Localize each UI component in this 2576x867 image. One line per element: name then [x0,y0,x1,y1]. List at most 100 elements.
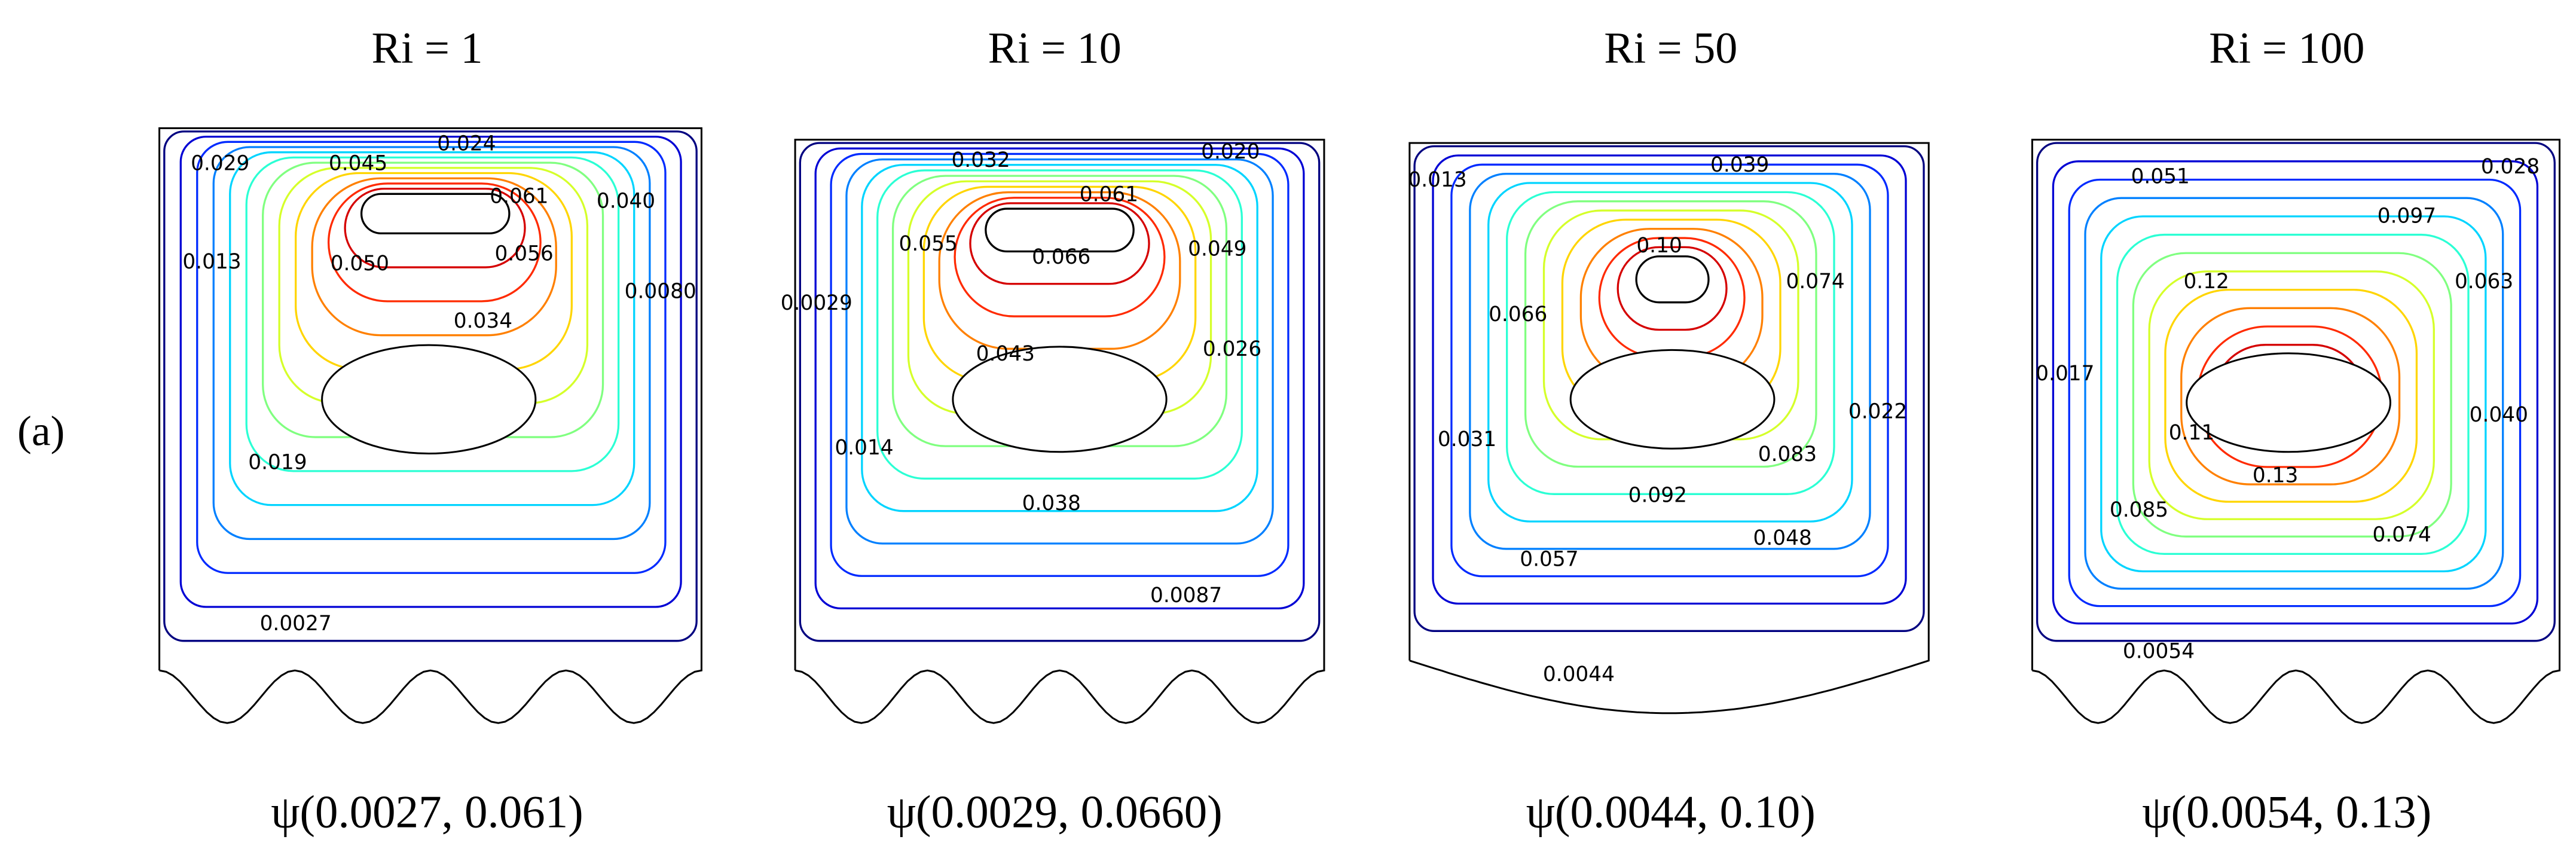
streamline [2036,142,2556,642]
contour-label: 0.040 [597,190,655,213]
streamline [2180,307,2401,486]
contour-label: 0.0029 [781,291,852,315]
panel-caption: ψ(0.0027, 0.061) [271,786,583,838]
streamline [814,147,1305,610]
contour-label: 0.043 [976,342,1035,366]
contour-label: 0.051 [2131,164,2190,188]
streamline [229,151,635,506]
contour-label: 0.019 [248,451,307,475]
streamline [179,135,682,608]
obstacle [2186,352,2391,453]
streamline [2084,197,2504,590]
streamline [327,182,542,303]
panel-title: Ri = 1 [371,24,482,73]
contour-label: 0.031 [1438,428,1496,451]
contour-label: 0.034 [454,309,512,333]
panel: Ri = 50 ψ(0.0044, 0.10) 0.013 0.039 0.10 0.06… [1408,24,1930,838]
contour-label: 0.040 [2470,403,2528,427]
contour-label: 0.056 [494,242,553,266]
panel-title: Ri = 10 [988,24,1122,73]
streamline [938,191,1181,350]
contour-label: 0.074 [2373,523,2431,547]
streamline [2068,178,2522,607]
streamline [360,193,511,234]
streamline [344,187,526,268]
streamline [1487,182,1853,523]
contour-label: 0.013 [182,250,241,274]
contour-label: 0.013 [1408,168,1466,192]
streamline [861,164,1258,512]
contour-label: 0.083 [1758,442,1817,466]
streamline [1617,246,1728,331]
streamline [196,141,667,574]
streamline [2100,215,2487,573]
panel-label: (a) [17,408,65,455]
streamline [1450,163,1889,578]
contour-label: 0.061 [1080,183,1138,207]
streamline [311,177,557,337]
streamline [212,146,651,541]
contour-label: 0.055 [899,232,958,256]
streamline [985,207,1135,253]
streamline [1635,255,1710,304]
panel-caption: ψ(0.0029, 0.0660) [887,786,1223,838]
streamline [1413,145,1925,632]
contour-label: 0.066 [1032,245,1090,269]
contour-label: 0.049 [1188,237,1246,261]
contour-label: 0.020 [1201,140,1260,164]
contour-label: 0.0054 [2123,640,2195,664]
streamline [2132,252,2452,538]
streamline [2148,270,2435,520]
contour-label: 0.10 [1636,234,1682,258]
streamline [969,202,1150,285]
contour-label: 0.12 [2183,270,2229,294]
contour-label: 0.048 [1753,526,1812,550]
contour-label: 0.050 [331,252,389,276]
obstacle [321,344,537,455]
panel-caption: ψ(0.0054, 0.13) [2142,786,2431,838]
streamline [845,158,1274,545]
panel-title: Ri = 100 [2209,24,2364,73]
contour-label: 0.017 [2036,362,2094,386]
panel: Ri = 10 ψ(0.0029, 0.0660) 0.032 0.020 0.061 0… [781,24,1325,838]
streamline [2052,160,2539,625]
contour-label: 0.0080 [625,280,696,304]
contour-label: 0.038 [1022,491,1081,515]
contour-label: 0.045 [329,151,387,175]
contour-label: 0.085 [2110,498,2168,522]
obstacle [1569,349,1776,450]
streamline [245,156,620,472]
panel-caption: ψ(0.0044, 0.10) [1526,786,1816,838]
contour-label: 0.063 [2455,270,2513,294]
contour-label: 0.097 [2378,204,2436,228]
streamline [1506,191,1835,495]
streamline [830,152,1289,577]
panel-title: Ri = 50 [1604,24,1737,73]
contour-label: 0.029 [191,151,249,175]
contour-label: 0.061 [490,184,548,208]
contour-label: 0.024 [437,132,496,155]
contour-label: 0.022 [1848,399,1907,423]
contour-label: 0.11 [2169,421,2214,445]
streamline [2116,233,2470,555]
contour-label: 0.014 [835,436,893,460]
contour-label: 0.0044 [1543,663,1615,686]
obstacle [952,346,1168,453]
streamline [1524,200,1817,468]
contour-label: 0.039 [1710,153,1769,177]
streamline [163,130,698,642]
contour-label: 0.066 [1489,303,1547,326]
contour-label: 0.057 [1520,548,1578,572]
contour-label: 0.032 [951,148,1010,172]
streamline [2164,288,2418,503]
contour-label: 0.13 [2253,463,2298,487]
streamline [1469,173,1871,550]
streamline [799,142,1321,642]
contour-label: 0.074 [1786,270,1844,294]
contour-label: 0.0087 [1150,584,1222,607]
cavity-wall [1408,142,1930,715]
cavity-wall [158,127,702,724]
panel: Ri = 1 ψ(0.0027, 0.061) 0.024 0.029 0.045 0.0… [158,24,702,838]
